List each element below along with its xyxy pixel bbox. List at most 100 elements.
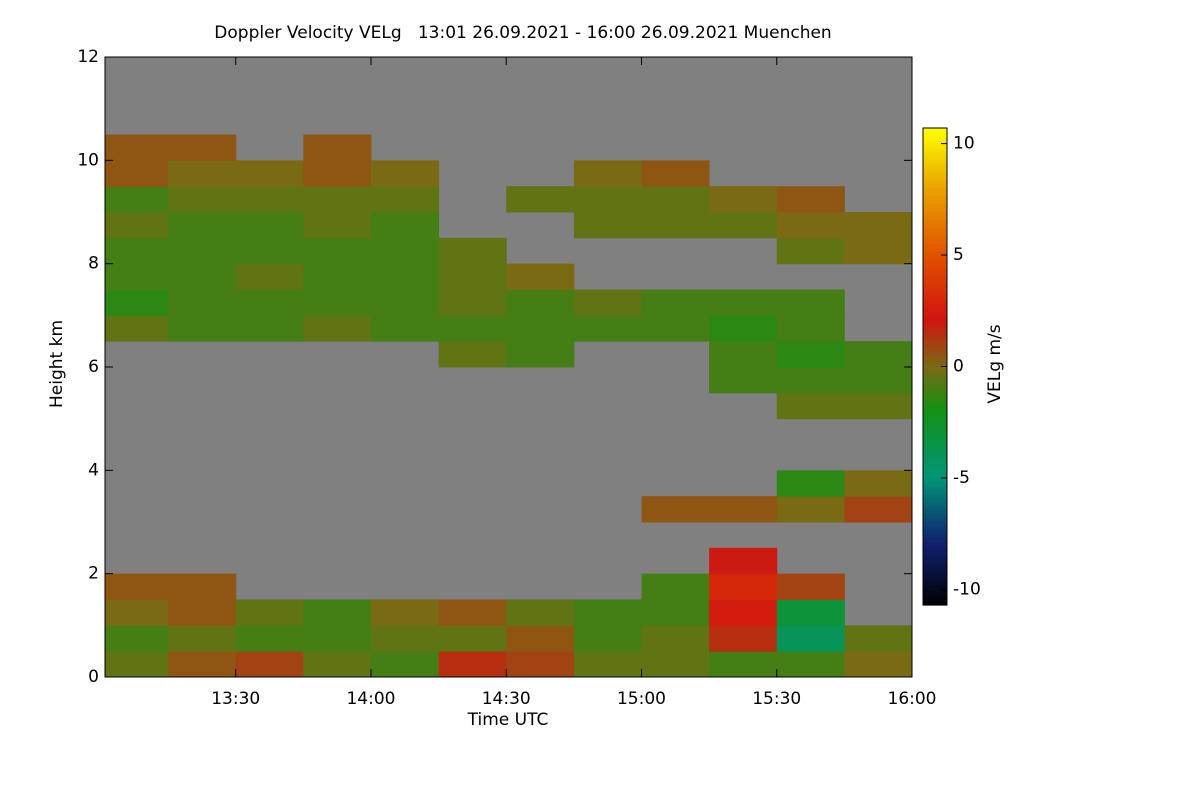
colorbar-segment xyxy=(923,601,947,606)
heatmap-cell xyxy=(776,289,845,316)
x-tick-label: 14:00 xyxy=(346,689,395,709)
heatmap-cell xyxy=(235,263,304,290)
heatmap-cell xyxy=(776,573,845,600)
heatmap-cell xyxy=(303,289,372,316)
colorbar-tick-label: 0 xyxy=(953,357,964,377)
colorbar-segment xyxy=(923,215,947,221)
heatmap-cell xyxy=(776,392,845,420)
heatmap-cell xyxy=(573,186,642,213)
heatmap-cell xyxy=(776,315,845,342)
heatmap-cell xyxy=(641,599,710,626)
heatmap-cell xyxy=(776,599,845,626)
heatmap-cell xyxy=(641,573,710,600)
y-tick-label: 2 xyxy=(88,564,99,584)
heatmap-cell xyxy=(303,625,372,652)
heatmap-cell xyxy=(506,315,575,342)
colorbar-segment xyxy=(923,426,947,431)
colorbar-segment xyxy=(923,255,947,260)
colorbar-segment xyxy=(923,469,947,475)
heatmap-cell xyxy=(438,625,507,652)
colorbar-segment xyxy=(923,465,947,471)
colorbar-tick-label: 10 xyxy=(953,134,975,154)
heatmap-cell xyxy=(844,341,912,368)
heatmap-cell xyxy=(776,625,845,652)
heatmap-cell xyxy=(105,625,169,652)
x-tick-label: 15:30 xyxy=(752,689,801,709)
heatmap-cell xyxy=(370,315,440,342)
colorbar-segment xyxy=(923,342,947,348)
colorbar-segment xyxy=(923,159,947,165)
colorbar-segment xyxy=(923,378,947,383)
heatmap-cell xyxy=(105,315,169,342)
x-tick-label: 13:30 xyxy=(211,689,260,709)
heatmap-cell xyxy=(438,263,507,290)
colorbar-segment xyxy=(923,453,947,459)
colorbar-segment xyxy=(923,362,947,368)
colorbar-segment xyxy=(923,589,947,594)
colorbar-segment xyxy=(923,191,947,197)
colorbar-segment xyxy=(923,235,947,240)
colorbar-segment xyxy=(923,259,947,264)
colorbar-segment xyxy=(923,477,947,483)
colorbar-segment xyxy=(923,283,947,288)
colorbar-segment xyxy=(923,167,947,173)
heatmap-cell xyxy=(844,367,912,394)
heatmap-cell xyxy=(776,237,845,265)
heatmap-cell xyxy=(235,289,304,316)
heatmap-cell xyxy=(168,315,237,342)
colorbar-segment xyxy=(923,354,947,360)
plot-area xyxy=(105,57,912,677)
heatmap-cell xyxy=(235,315,304,342)
heatmap-cell xyxy=(105,651,169,677)
colorbar-label: VELg m/s xyxy=(985,324,1005,403)
heatmap-cell xyxy=(168,599,237,626)
heatmap-cell xyxy=(303,186,372,213)
colorbar-segment xyxy=(923,569,947,574)
colorbar-segment xyxy=(923,279,947,284)
heatmap-cell xyxy=(105,212,169,239)
colorbar-segment xyxy=(923,422,947,427)
colorbar-segment xyxy=(923,207,947,213)
heatmap-cell xyxy=(168,134,237,161)
heatmap-cell xyxy=(709,341,778,368)
colorbar-segment xyxy=(923,346,947,352)
colorbar-segment xyxy=(923,239,947,244)
colorbar-segment xyxy=(923,509,947,515)
colorbar-segment xyxy=(923,549,947,554)
heatmap-cell xyxy=(168,263,237,290)
colorbar-segment xyxy=(923,457,947,463)
colorbar-tick-label: -10 xyxy=(953,579,981,599)
colorbar-segment xyxy=(923,370,947,376)
colorbar-segment xyxy=(923,271,947,276)
heatmap-cell xyxy=(168,160,237,187)
colorbar-segment xyxy=(923,414,947,419)
heatmap-cell xyxy=(776,367,845,394)
colorbar-segment xyxy=(923,585,947,590)
heatmap-cell xyxy=(105,573,169,600)
heatmap-cell xyxy=(844,470,912,497)
heatmap-cell xyxy=(506,186,575,213)
heatmap-cell xyxy=(641,160,710,187)
colorbar-segment xyxy=(923,338,947,344)
colorbar-segment xyxy=(923,175,947,181)
heatmap-cell xyxy=(709,625,778,652)
heatmap-cell xyxy=(370,625,440,652)
colorbar-segment xyxy=(923,553,947,558)
colorbar-segment xyxy=(923,533,947,539)
colorbar-segment xyxy=(923,163,947,169)
colorbar-segment xyxy=(923,418,947,423)
heatmap-cell xyxy=(844,212,912,239)
heatmap-cell xyxy=(573,315,642,342)
colorbar-segment xyxy=(923,461,947,467)
colorbar-segment xyxy=(923,267,947,272)
heatmap-cell xyxy=(303,651,372,677)
heatmap-cell xyxy=(709,289,778,316)
heatmap-cell xyxy=(370,212,440,239)
heatmap-cell xyxy=(370,186,440,213)
heatmap-cell xyxy=(776,470,845,497)
colorbar-segment xyxy=(923,330,947,336)
colorbar-segment xyxy=(923,557,947,562)
x-tick-label: 14:30 xyxy=(482,689,531,709)
colorbar-segment xyxy=(923,302,947,308)
